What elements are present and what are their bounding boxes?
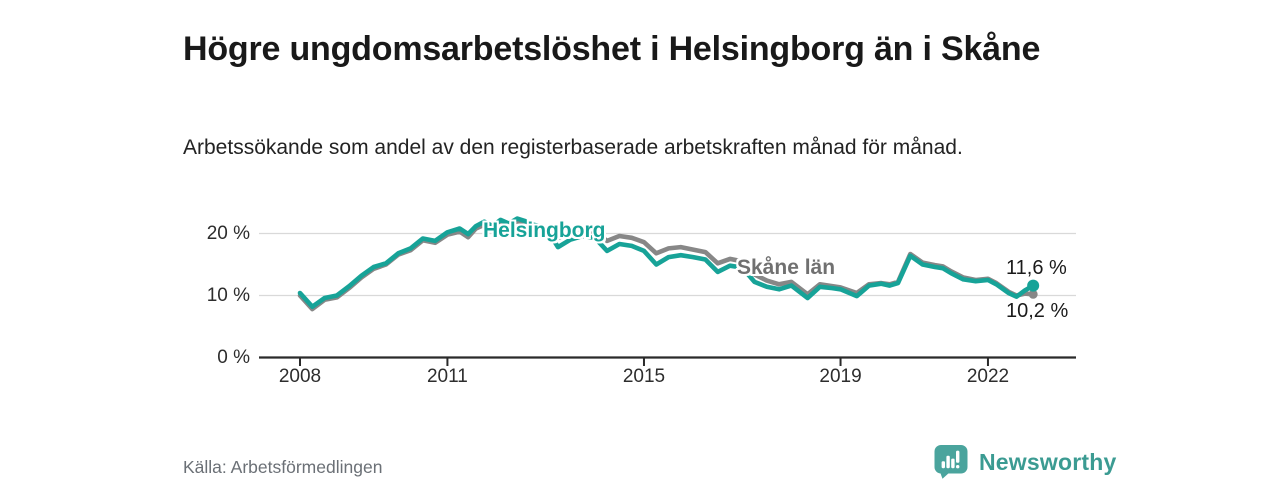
page-title: Högre ungdomsarbetslöshet i Helsingborg … — [183, 29, 1041, 68]
helsingborg-line — [297, 216, 1036, 309]
page-subtitle: Arbetssökande som andel av den registerb… — [183, 136, 963, 159]
newsworthy-bubble-chart-icon — [934, 445, 968, 479]
x-tick-label: 2008 — [278, 366, 322, 387]
x-tick-label: 2011 — [426, 366, 468, 387]
x-tick-label: 2015 — [622, 366, 666, 387]
y-tick-label: 20 % — [206, 222, 250, 244]
helsingborg-end-dot — [1027, 279, 1040, 292]
x-tick-label: 2022 — [966, 366, 1010, 387]
end-value-skane: 10,2 % — [1006, 300, 1069, 322]
end-value-helsingborg: 11,6 % — [1006, 257, 1067, 279]
brand-name: Newsworthy — [979, 448, 1117, 475]
brand-logo: Newsworthy — [933, 444, 1116, 480]
line-chart — [259, 216, 1076, 366]
source-credit: Källa: Arbetsförmedlingen — [183, 457, 383, 477]
y-tick-label: 0 % — [217, 346, 250, 368]
x-tick-label: 2019 — [819, 366, 862, 387]
series-label-helsingborg: Helsingborg — [483, 219, 606, 242]
series-label-skane: Skåne län — [737, 256, 836, 279]
y-tick-label: 10 % — [206, 284, 250, 306]
skane-end-dot — [1028, 289, 1038, 299]
